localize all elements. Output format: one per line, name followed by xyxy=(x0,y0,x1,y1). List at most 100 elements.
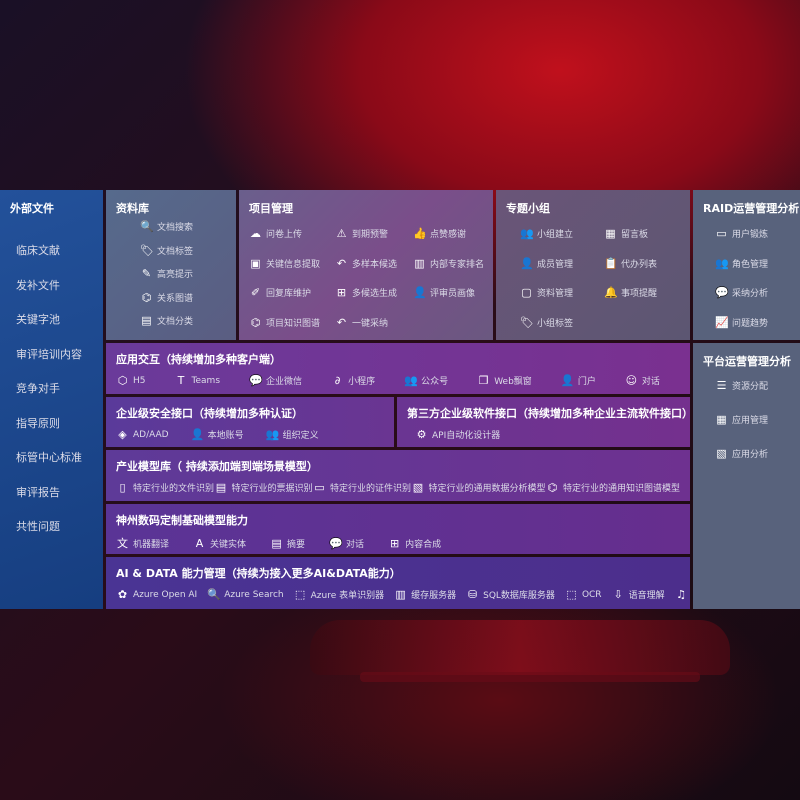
feature-item[interactable]: 🔍 Azure Search xyxy=(207,588,283,601)
panel-platform: 平台运营管理分析 ☰ 资源分配 ▦ 应用管理 ▧ 应用分析 xyxy=(693,343,800,609)
feature-item[interactable]: ▧ 特定行业的通用数据分析模型 xyxy=(411,481,546,494)
feature-item[interactable]: 👤 评审员画像 xyxy=(413,286,475,299)
item-label: 摘要 xyxy=(287,539,306,550)
folder-icon: ▢ xyxy=(521,286,532,299)
feature-item[interactable]: 临床文献 xyxy=(16,242,60,258)
feature-item[interactable]: ▤ 文档分类 xyxy=(140,314,193,327)
item-label: API自动化设计器 xyxy=(432,431,501,441)
feature-item[interactable]: ⬡ H5 xyxy=(116,374,146,387)
wecom-icon: 💬 xyxy=(249,374,263,387)
feature-item[interactable]: ⬚ OCR xyxy=(565,588,601,601)
feature-item[interactable]: ▥ 缓存服务器 xyxy=(394,588,456,601)
item-label: 关键实体 xyxy=(210,539,247,550)
feature-item[interactable]: 👤 本地账号 xyxy=(191,428,244,441)
feature-item[interactable]: ✐ 回复库维护 xyxy=(249,286,311,299)
feature-item[interactable]: ⌬ 项目知识图谱 xyxy=(249,316,320,329)
feature-item[interactable]: T Teams xyxy=(175,374,220,387)
feature-item[interactable]: 竞争对手 xyxy=(16,380,60,396)
feature-item[interactable]: ⚙ API自动化设计器 xyxy=(415,428,501,441)
item-label: Azure Search xyxy=(224,589,284,600)
feature-item[interactable]: ⌬ 关系图谱 xyxy=(140,291,193,304)
feature-item[interactable]: 📈 问题趋势 xyxy=(715,316,768,329)
feature-item[interactable]: 👥 组织定义 xyxy=(266,428,319,441)
feature-item[interactable]: ▤ 特定行业的票据识别 xyxy=(214,481,313,494)
aad-icon: ◈ xyxy=(118,428,127,441)
feature-item[interactable]: ◈ AD/AAD xyxy=(116,428,168,441)
item-label: 成员管理 xyxy=(537,259,574,270)
user-icon: 👤 xyxy=(413,286,427,299)
feature-item[interactable]: 共性问题 xyxy=(16,518,60,534)
feature-item[interactable]: 💬 对话 xyxy=(329,535,364,551)
item-label: 审评报告 xyxy=(16,485,60,499)
feature-item[interactable]: ▦ 应用管理 xyxy=(715,413,768,426)
feature-item[interactable]: ⚠ 到期预警 xyxy=(335,227,388,240)
feature-item[interactable]: 💬 企业微信 xyxy=(249,374,302,387)
feature-item[interactable]: ▣ 关键信息提取 xyxy=(249,257,320,270)
feature-item[interactable]: ▧ 应用分析 xyxy=(715,447,768,460)
feature-item[interactable]: 💬 采纳分析 xyxy=(715,286,768,299)
rank-icon: ▥ xyxy=(414,256,425,270)
feature-item[interactable]: 审评培训内容 xyxy=(16,346,82,362)
bbs-icon: ▦ xyxy=(605,227,616,240)
feature-item[interactable]: ↶ 多样本候选 xyxy=(335,257,397,270)
users-icon: 👥 xyxy=(715,256,729,270)
feature-item[interactable]: 🔔 事项提醒 xyxy=(604,286,657,299)
item-label: 文档分类 xyxy=(157,317,194,327)
feature-item[interactable]: 👤 成员管理 xyxy=(520,257,573,270)
feature-item[interactable]: ⌬ 特定行业的通用知识图谱模型 xyxy=(546,481,680,494)
panel-thirdparty: 第三方企业级软件接口（持续增加多种企业主流软件接口） ⚙ API自动化设计器 xyxy=(397,397,690,447)
feature-item[interactable]: 🔍 文档搜索 xyxy=(140,220,193,233)
feature-item[interactable]: ∂ 小程序 xyxy=(331,374,375,387)
feature-item[interactable]: ▭ 用户锻炼 xyxy=(715,227,768,240)
feature-item[interactable]: 👍 点赞感谢 xyxy=(413,227,466,240)
feature-item[interactable]: A 关键实体 xyxy=(193,535,246,551)
panel-title: 专题小组 xyxy=(506,202,550,215)
feature-item[interactable]: ▭ 特定行业的证件识别 xyxy=(313,481,411,494)
feature-item[interactable]: 指导原则 xyxy=(16,415,60,431)
item-label: 机器翻译 xyxy=(133,539,170,550)
feature-item[interactable]: ☺ 对话 xyxy=(625,374,660,387)
feature-item[interactable]: ▥ 内部专家排名 xyxy=(413,257,484,270)
qa-icon: 💬 xyxy=(715,286,729,299)
feature-item[interactable]: 👥 公众号 xyxy=(404,374,448,387)
item-label: 用户锻炼 xyxy=(732,230,769,240)
feature-item[interactable]: ♫TTS xyxy=(675,588,690,601)
feature-item[interactable]: 🏷 小组标签 xyxy=(520,316,573,329)
feature-item[interactable]: ▤ 摘要 xyxy=(270,535,305,551)
item-label: 公众号 xyxy=(421,377,449,387)
feature-item[interactable]: ☁ 问卷上传 xyxy=(249,227,302,240)
feature-item[interactable]: 审评报告 xyxy=(16,484,60,500)
feature-item[interactable]: ⛁ SQL数据库服务器 xyxy=(466,588,555,601)
feature-item[interactable]: 🏷 文档标签 xyxy=(140,244,193,257)
feature-item[interactable]: ✎ 高亮提示 xyxy=(140,267,193,280)
panel-group: 专题小组 👥 小组建立 ▦ 留言板 👤 成员管理 📋 代办列表 ▢ 资料管理 🔔 事项提醒 🏷 小组标签 xyxy=(496,190,690,340)
item-label: 特定行业的通用知识图谱模型 xyxy=(562,484,680,494)
feature-item[interactable]: ⊞ 多候选生成 xyxy=(335,286,397,299)
feature-item[interactable]: 文机器翻译 xyxy=(116,535,169,551)
feature-item[interactable]: ↶ 一键采纳 xyxy=(335,316,388,329)
feature-item[interactable]: 👥 小组建立 xyxy=(520,227,573,240)
feature-item[interactable]: ▦ 留言板 xyxy=(604,227,648,240)
item-label: 代办列表 xyxy=(621,259,658,270)
feature-item[interactable]: ▢ 资料管理 xyxy=(520,286,573,299)
knowledge-graph-icon: ⌬ xyxy=(250,315,261,329)
apps-icon: ▦ xyxy=(716,413,727,426)
feature-item[interactable]: ✿ Azure Open AI xyxy=(116,588,197,601)
speech-icon: ⇩ xyxy=(613,588,623,601)
item-label: 关系图谱 xyxy=(157,293,194,304)
feature-item[interactable]: 👥 角色管理 xyxy=(715,257,768,270)
feature-item[interactable]: ☰ 资源分配 xyxy=(715,379,768,392)
feature-item[interactable]: 发补文件 xyxy=(16,277,60,293)
feature-item[interactable]: ❐ Web飘窗 xyxy=(477,374,532,387)
feature-item[interactable]: ▯ 特定行业的文件识别 xyxy=(116,481,214,494)
form-recognizer-icon: ⬚ xyxy=(294,588,306,601)
feature-item[interactable]: 标管中心标准 xyxy=(16,449,82,465)
feature-item[interactable]: 👤 门户 xyxy=(561,374,596,387)
feature-item[interactable]: ⬚ Azure 表单识别器 xyxy=(294,588,384,601)
feature-item[interactable]: 📋 代办列表 xyxy=(604,257,657,270)
feature-item[interactable]: 关键字池 xyxy=(16,311,60,327)
item-label: 资源分配 xyxy=(732,382,769,392)
feature-item[interactable]: ⊞ 内容合成 xyxy=(388,535,441,551)
feature-item[interactable]: ⇩ 语音理解 xyxy=(612,588,664,601)
cloud-upload-icon: ☁ xyxy=(250,227,261,240)
